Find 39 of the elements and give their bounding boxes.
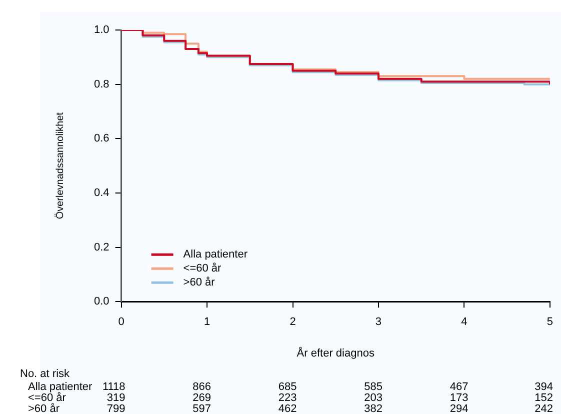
- legend-label: Alla patienter: [183, 248, 248, 261]
- legend-label: >60 år: [183, 276, 216, 289]
- text: <=60 år: [28, 392, 66, 404]
- text: 382: [364, 403, 382, 414]
- y-tick-label: 0.6: [94, 132, 110, 145]
- text: 467: [450, 381, 468, 393]
- y-tick-label: 0.4: [94, 186, 110, 199]
- text: 597: [192, 403, 212, 414]
- y-tick-label: 1.0: [94, 24, 110, 36]
- text: 294: [450, 403, 468, 414]
- x-tick-label: 0: [118, 316, 124, 328]
- text: 203: [364, 392, 382, 404]
- text: 223: [278, 392, 297, 404]
- text: 799: [106, 403, 126, 414]
- text: 269: [192, 392, 212, 404]
- text: No. at risk: [20, 368, 70, 380]
- x-tick-label: 1: [204, 316, 210, 328]
- y-tick-label: 0.2: [94, 241, 110, 254]
- x-axis-title: År efter diagnos: [296, 346, 375, 360]
- text: >60 år: [28, 403, 60, 414]
- text: 1118: [102, 381, 126, 393]
- text: 685: [278, 381, 297, 393]
- text: 173: [450, 392, 468, 404]
- text: 319: [106, 392, 126, 404]
- text: 394: [534, 381, 553, 393]
- text: 585: [364, 381, 382, 393]
- x-tick-label: 5: [546, 316, 554, 328]
- text: 866: [192, 381, 212, 393]
- text: 462: [278, 403, 297, 414]
- y-axis-title: Överlevnadssannolikhet: [54, 112, 66, 220]
- y-tick-label: 0.8: [94, 78, 110, 90]
- legend-label: <=60 år: [183, 262, 222, 275]
- x-tick-label: 4: [461, 316, 468, 328]
- x-tick-label: 2: [290, 316, 296, 328]
- y-tick-label: 0.0: [94, 296, 110, 308]
- text: 152: [534, 392, 553, 404]
- text: Alla patienter: [28, 381, 93, 393]
- text: 242: [534, 403, 553, 414]
- x-tick-label: 3: [375, 316, 382, 328]
